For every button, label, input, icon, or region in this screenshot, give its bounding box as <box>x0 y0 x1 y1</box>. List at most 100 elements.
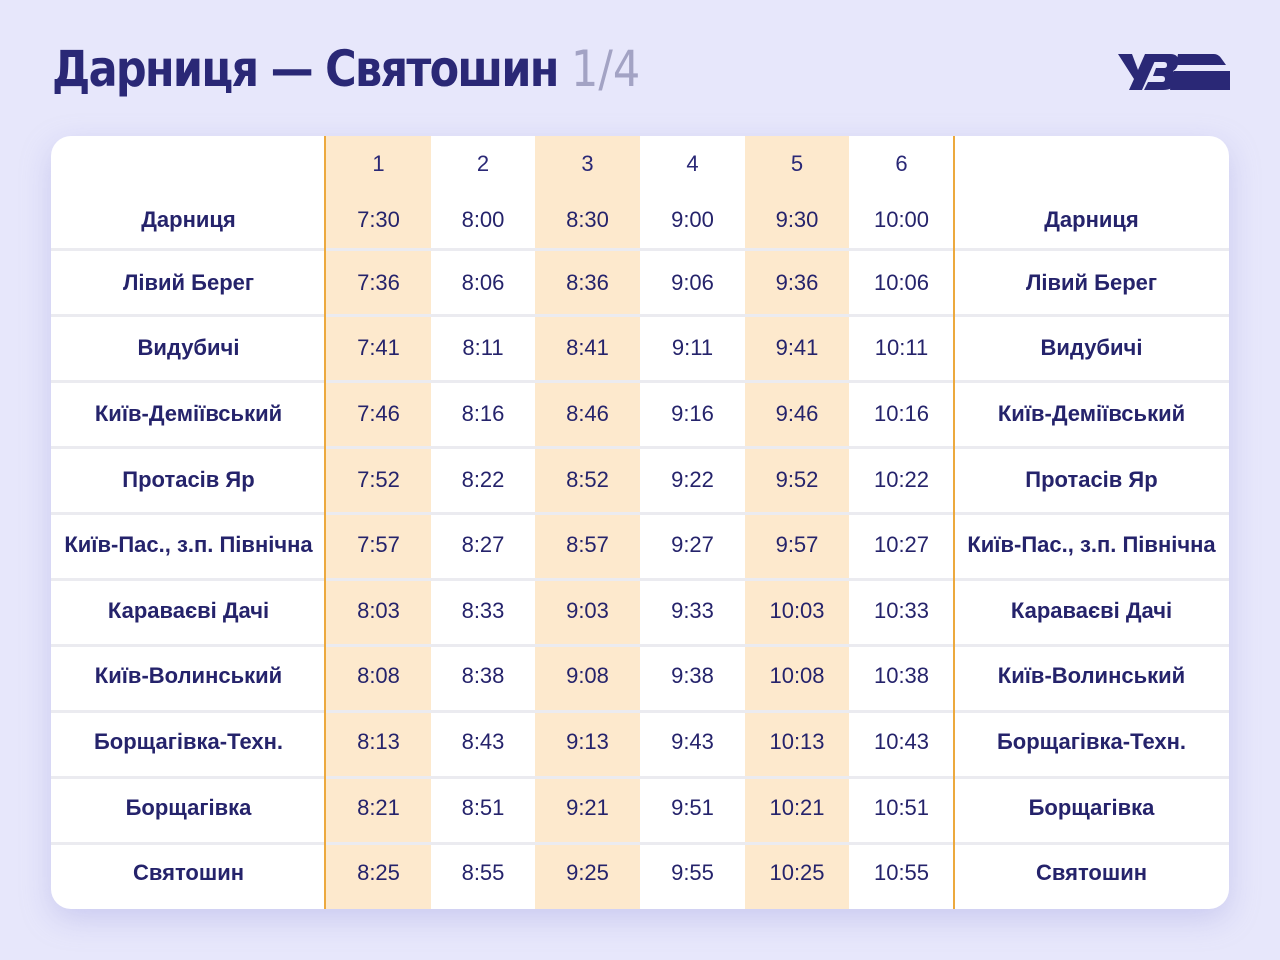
time-cell: 8:06 <box>461 269 505 295</box>
station-name: Борщагівка-Техн. <box>93 728 284 754</box>
time-cell: 10:11 <box>874 335 929 361</box>
row-divider <box>51 380 1229 383</box>
time-cell: 9:08 <box>566 663 609 689</box>
time-cell: 10:08 <box>769 663 825 689</box>
station-name: Київ-Деміївський <box>94 400 283 426</box>
right-accent-line <box>953 136 955 909</box>
time-cell: 7:57 <box>357 532 400 558</box>
time-cell: 9:55 <box>671 860 714 886</box>
table-row: Видубичі 7:41 8:11 8:41 9:11 9:41 10:11 … <box>51 316 1229 382</box>
time-cell: 9:06 <box>671 269 714 295</box>
time-cell: 8:41 <box>566 335 609 361</box>
station-name: Київ-Пас., з.п. Північна <box>64 532 313 558</box>
train-number: 1 <box>372 151 385 176</box>
row-divider <box>51 776 1229 779</box>
station-name: Київ-Волинський <box>94 663 283 689</box>
station-name: Святошин <box>132 860 245 886</box>
time-cell: 8:22 <box>461 466 505 492</box>
time-cell: 8:43 <box>461 728 505 754</box>
time-cell: 9:46 <box>775 400 819 426</box>
time-cell: 10:21 <box>769 794 825 820</box>
time-cell: 7:36 <box>357 269 400 295</box>
time-cell: 8:36 <box>566 269 609 295</box>
station-name: Дарниця <box>1044 207 1139 232</box>
row-divider <box>51 446 1229 449</box>
time-cell: 8:52 <box>566 466 609 492</box>
time-cell: 7:46 <box>357 400 400 426</box>
time-cell: 10:25 <box>769 860 825 886</box>
train-number: 5 <box>790 151 804 176</box>
time-cell: 10:00 <box>873 207 930 232</box>
time-cell: 7:41 <box>357 335 400 361</box>
row-divider <box>51 314 1229 317</box>
row-divider <box>51 248 1229 251</box>
station-name: Святошин <box>1035 860 1148 886</box>
train-number: 2 <box>476 151 490 176</box>
time-cell: 7:30 <box>357 207 400 232</box>
header-blank <box>51 136 326 190</box>
time-cell: 9:36 <box>775 269 819 295</box>
table-row: Дарниця 7:30 8:00 8:30 9:00 9:30 10:00 Д… <box>51 190 1229 250</box>
row-divider <box>51 710 1229 713</box>
row-divider <box>51 842 1229 845</box>
time-cell: 8:03 <box>357 597 400 623</box>
time-cell: 8:57 <box>566 532 609 558</box>
station-name: Дарниця <box>141 207 236 232</box>
time-cell: 8:38 <box>461 663 505 689</box>
station-name: Київ-Волинський <box>997 663 1186 689</box>
time-cell: 9:51 <box>671 794 714 820</box>
row-divider <box>51 644 1229 647</box>
table-row: Святошин 8:25 8:55 9:25 9:55 10:25 10:55… <box>51 840 1229 906</box>
time-cell: 9:16 <box>671 400 714 426</box>
time-cell: 9:13 <box>566 728 609 754</box>
time-cell: 8:55 <box>461 860 505 886</box>
time-cell: 9:43 <box>671 728 714 754</box>
time-cell: 8:16 <box>461 400 505 426</box>
time-cell: 7:52 <box>357 466 400 492</box>
uz-logo-icon <box>1118 54 1230 90</box>
time-cell: 10:51 <box>873 794 930 820</box>
table-row: Борщагівка 8:21 8:51 9:21 9:51 10:21 10:… <box>51 775 1229 841</box>
table-row: Лівий Берег 7:36 8:06 8:36 9:06 9:36 10:… <box>51 250 1229 316</box>
station-name: Протасів Яр <box>1025 466 1158 492</box>
time-cell: 9:38 <box>671 663 714 689</box>
row-divider <box>51 578 1229 581</box>
time-cell: 9:52 <box>775 466 819 492</box>
time-cell: 9:41 <box>775 335 819 361</box>
time-cell: 9:21 <box>566 794 609 820</box>
station-name: Видубичі <box>1040 335 1143 361</box>
time-cell: 9:30 <box>775 207 819 232</box>
table-row: Протасів Яр 7:52 8:22 8:52 9:22 9:52 10:… <box>51 447 1229 513</box>
time-cell: 8:00 <box>461 207 505 232</box>
time-cell: 10:38 <box>873 663 930 689</box>
table-row: Київ-Деміївський 7:46 8:16 8:46 9:16 9:4… <box>51 381 1229 447</box>
table-row: Київ-Пас., з.п. Північна 7:57 8:27 8:57 … <box>51 512 1229 578</box>
train-number: 6 <box>895 151 908 176</box>
station-name: Видубичі <box>137 335 240 361</box>
station-name: Борщагівка-Техн. <box>996 728 1187 754</box>
station-name: Борщагівка <box>1028 794 1155 820</box>
time-cell: 8:27 <box>461 532 505 558</box>
header-row: 1 2 3 4 5 6 <box>51 136 1229 190</box>
time-cell: 10:16 <box>873 400 930 426</box>
schedule-card: 1 2 3 4 5 6 Дарниця 7:30 8:00 8:30 9:00 … <box>51 136 1229 909</box>
time-cell: 10:06 <box>873 269 930 295</box>
schedule-table: 1 2 3 4 5 6 Дарниця 7:30 8:00 8:30 9:00 … <box>51 136 1229 906</box>
row-divider <box>51 512 1229 515</box>
time-cell: 10:43 <box>873 728 930 754</box>
time-cell: 10:55 <box>873 860 930 886</box>
time-cell: 10:27 <box>873 532 930 558</box>
page-indicator: 1/4 <box>571 40 641 98</box>
time-cell: 10:13 <box>769 728 825 754</box>
time-cell: 10:22 <box>873 466 930 492</box>
station-name: Караваєві Дачі <box>1010 597 1173 623</box>
station-name: Київ-Деміївський <box>997 400 1186 426</box>
time-cell: 9:27 <box>671 532 714 558</box>
station-name: Лівий Берег <box>1025 269 1158 295</box>
station-name: Борщагівка <box>125 794 252 820</box>
table-row: Борщагівка-Техн. 8:13 8:43 9:13 9:43 10:… <box>51 709 1229 775</box>
time-cell: 9:11 <box>671 335 714 361</box>
station-name: Караваєві Дачі <box>107 597 270 623</box>
route-title: Дарниця — Святошин <box>52 40 559 98</box>
time-cell: 8:21 <box>357 794 400 820</box>
